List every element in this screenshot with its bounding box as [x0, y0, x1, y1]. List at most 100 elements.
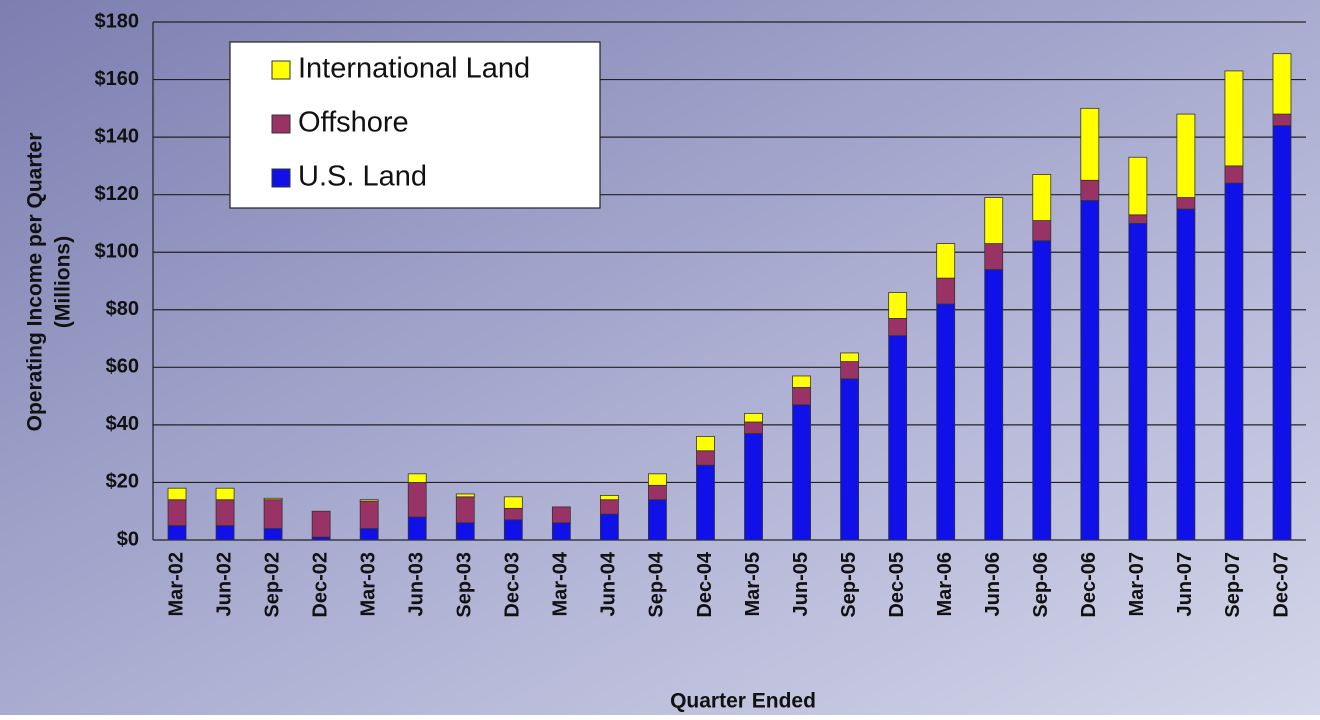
bar-segment — [167, 499, 187, 527]
x-tick-label: Dec-05 — [886, 552, 908, 618]
bar-segment — [792, 375, 811, 388]
bar-segment — [1176, 113, 1196, 198]
y-tick-label: $100 — [95, 241, 140, 263]
bar-segment — [407, 482, 427, 518]
bar-segment — [696, 450, 715, 466]
x-axis-title: Quarter Ended — [670, 690, 816, 713]
bar-segment — [1128, 214, 1148, 224]
bar-segment — [1128, 156, 1148, 216]
bar-segment — [696, 464, 715, 541]
x-tick-label: Jun-04 — [598, 551, 620, 616]
y-tick-label: $40 — [106, 413, 139, 435]
bar-segment — [1080, 107, 1100, 181]
bar-segment — [936, 277, 956, 305]
x-tick-label: Sep-02 — [261, 552, 283, 618]
bar-segment — [311, 510, 331, 538]
bar-segment — [503, 519, 523, 541]
bar-segment — [167, 487, 187, 501]
x-tick-label: Mar-03 — [357, 552, 379, 616]
bar-segment — [648, 484, 667, 501]
bar-segment — [215, 525, 235, 541]
x-tick-label: Sep-07 — [1222, 552, 1244, 618]
bar-segment — [263, 528, 283, 541]
bar-segment — [984, 243, 1004, 270]
y-tick-label: $160 — [95, 68, 140, 90]
bar-segment — [744, 433, 763, 541]
bar-segment — [840, 352, 860, 362]
bar-segment — [936, 303, 956, 541]
y-tick-label: $140 — [95, 125, 140, 147]
y-tick-label: $60 — [106, 356, 139, 378]
x-tick-label: Jun-07 — [1174, 552, 1196, 616]
x-tick-label: Jun-02 — [213, 552, 235, 616]
y-tick-label: $120 — [95, 183, 140, 205]
bar-segment — [792, 387, 811, 406]
bar-segment — [696, 435, 715, 452]
bar-segment — [551, 522, 571, 541]
bar-segment — [1032, 240, 1052, 541]
bar-segment — [984, 197, 1004, 244]
x-tick-label: Sep-06 — [1030, 552, 1052, 618]
bar-segment — [215, 487, 235, 501]
x-tick-label: Dec-02 — [309, 552, 331, 618]
bar-segment — [1224, 70, 1244, 167]
x-tick-label: Mar-07 — [1126, 552, 1148, 616]
bar-segment — [1272, 113, 1292, 127]
x-tick-label: Dec-06 — [1078, 552, 1100, 618]
bar-segment — [359, 500, 379, 529]
legend-swatch — [271, 114, 291, 134]
bar-segment — [359, 528, 379, 541]
x-tick-label: Dec-07 — [1270, 552, 1292, 618]
y-axis-title: Operating Income per Quarter — [24, 133, 47, 432]
bar-segment — [648, 473, 667, 486]
bar-segment — [407, 516, 427, 541]
bar-segment — [1272, 53, 1292, 115]
bar-segment — [455, 522, 475, 541]
x-tick-label: Jun-03 — [406, 552, 428, 616]
bar-segment — [599, 494, 619, 501]
bar-segment — [1272, 125, 1292, 541]
bar-segment — [792, 404, 811, 541]
bar-segment — [744, 421, 763, 434]
bar-segment — [407, 473, 427, 483]
y-tick-label: $80 — [106, 298, 139, 320]
bar-segment — [167, 525, 187, 541]
bar-segment — [984, 269, 1004, 541]
legend-label: U.S. Land — [298, 161, 427, 193]
x-tick-label: Mar-06 — [934, 552, 956, 616]
bar-segment — [599, 499, 619, 515]
y-axis-title: (Millions) — [52, 236, 75, 328]
bar-segment — [744, 412, 763, 423]
bar-segment — [888, 318, 908, 337]
bar-segment — [936, 243, 956, 279]
bar-segment — [215, 499, 235, 527]
bar-segment — [599, 513, 619, 541]
bar-segment — [1224, 182, 1244, 541]
bar-segment — [1032, 174, 1052, 221]
bar-segment — [1080, 200, 1100, 541]
x-tick-label: Mar-05 — [742, 552, 764, 616]
bar-segment — [455, 496, 475, 524]
bar-segment — [1032, 220, 1052, 242]
legend-box — [229, 41, 601, 209]
legend-label: International Land — [298, 53, 530, 85]
x-tick-label: Dec-04 — [694, 551, 716, 617]
x-tick-label: Sep-05 — [838, 552, 860, 618]
bar-segment — [648, 499, 667, 541]
bar-segment — [503, 496, 523, 509]
x-tick-label: Sep-03 — [454, 552, 476, 618]
bar-segment — [263, 499, 283, 529]
y-tick-label: $0 — [117, 528, 139, 550]
bar-segment — [888, 292, 908, 319]
bar-segment — [888, 335, 908, 541]
x-tick-label: Mar-04 — [550, 551, 572, 616]
bar-segment — [455, 493, 475, 498]
bar-segment — [359, 499, 379, 502]
bar-segment — [1128, 223, 1148, 541]
bar-segment — [840, 361, 860, 380]
bar-segment — [1176, 208, 1196, 541]
bar-segment — [311, 536, 331, 541]
bar-segment — [551, 506, 571, 524]
